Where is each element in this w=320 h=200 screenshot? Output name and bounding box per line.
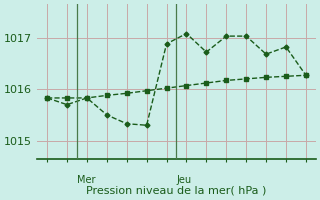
Text: Jeu: Jeu bbox=[177, 175, 192, 185]
Text: Mer: Mer bbox=[77, 175, 95, 185]
X-axis label: Pression niveau de la mer( hPa ): Pression niveau de la mer( hPa ) bbox=[86, 186, 267, 196]
